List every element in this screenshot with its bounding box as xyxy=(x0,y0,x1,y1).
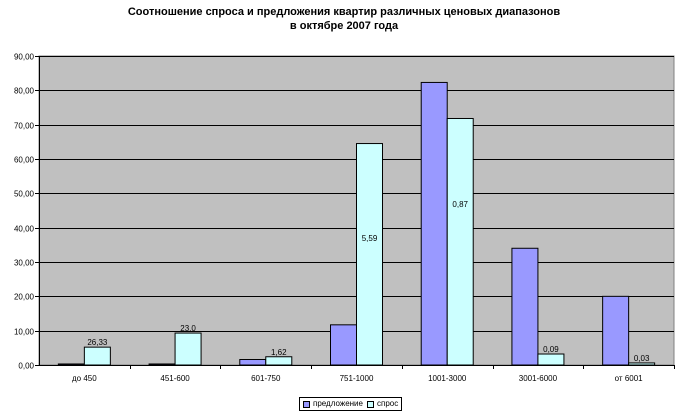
x-tick-label: от 6001 xyxy=(615,374,644,383)
data-label: 5,59 xyxy=(362,234,378,243)
bar-demand xyxy=(628,362,656,366)
y-tick-label: 60,00 xyxy=(14,156,35,165)
x-tick-label: 751-1000 xyxy=(340,374,374,383)
y-tick-label: 80,00 xyxy=(14,87,35,96)
bar-demand xyxy=(356,143,383,366)
x-tick-label: 1001-3000 xyxy=(428,374,467,383)
legend-label-demand: спрос xyxy=(376,399,399,408)
legend-swatch-demand xyxy=(366,400,374,408)
bar-offer xyxy=(330,324,357,366)
chart-title: Соотношение спроса и предложения квартир… xyxy=(0,5,688,33)
chart-title-line-2: в октябре 2007 года xyxy=(289,20,399,32)
x-tick-label: до 450 xyxy=(72,374,97,383)
bar-offer xyxy=(148,363,176,366)
x-tick-label: 3001-6000 xyxy=(519,374,558,383)
data-label: 26,33 xyxy=(87,338,108,347)
bar-offer xyxy=(602,295,630,366)
data-label: 1,62 xyxy=(271,348,287,357)
bar-offer xyxy=(420,81,448,366)
y-tick-label: 70,00 xyxy=(14,122,35,131)
y-tick-label: 0,00 xyxy=(18,362,34,371)
data-label: 0,87 xyxy=(452,200,468,209)
bar-demand xyxy=(265,356,293,366)
bar-offer xyxy=(511,247,539,366)
y-tick-label: 20,00 xyxy=(14,293,35,302)
bar-demand xyxy=(83,346,111,366)
legend: предложение спрос xyxy=(299,397,403,411)
bar-demand xyxy=(174,332,202,366)
data-label: 0,09 xyxy=(543,345,559,354)
legend-label-offer: предложение xyxy=(313,399,363,408)
data-label: 0,03 xyxy=(634,354,650,363)
data-label: 23,0 xyxy=(180,324,196,333)
y-tick-label: 10,00 xyxy=(14,328,35,337)
y-tick-label: 30,00 xyxy=(14,259,35,268)
y-tick-label: 50,00 xyxy=(14,190,35,199)
legend-swatch-offer xyxy=(303,400,310,408)
y-tick-label: 90,00 xyxy=(14,53,35,62)
y-tick-label: 40,00 xyxy=(14,225,35,234)
x-tick-label: 451-600 xyxy=(160,374,190,383)
chart-title-line-1: Соотношение спроса и предложения квартир… xyxy=(127,6,561,18)
bar-demand xyxy=(537,353,565,366)
bar-offer xyxy=(239,359,267,366)
x-tick-label: 601-750 xyxy=(251,374,281,383)
bar-offer xyxy=(57,363,85,366)
bar-demand xyxy=(446,117,474,366)
